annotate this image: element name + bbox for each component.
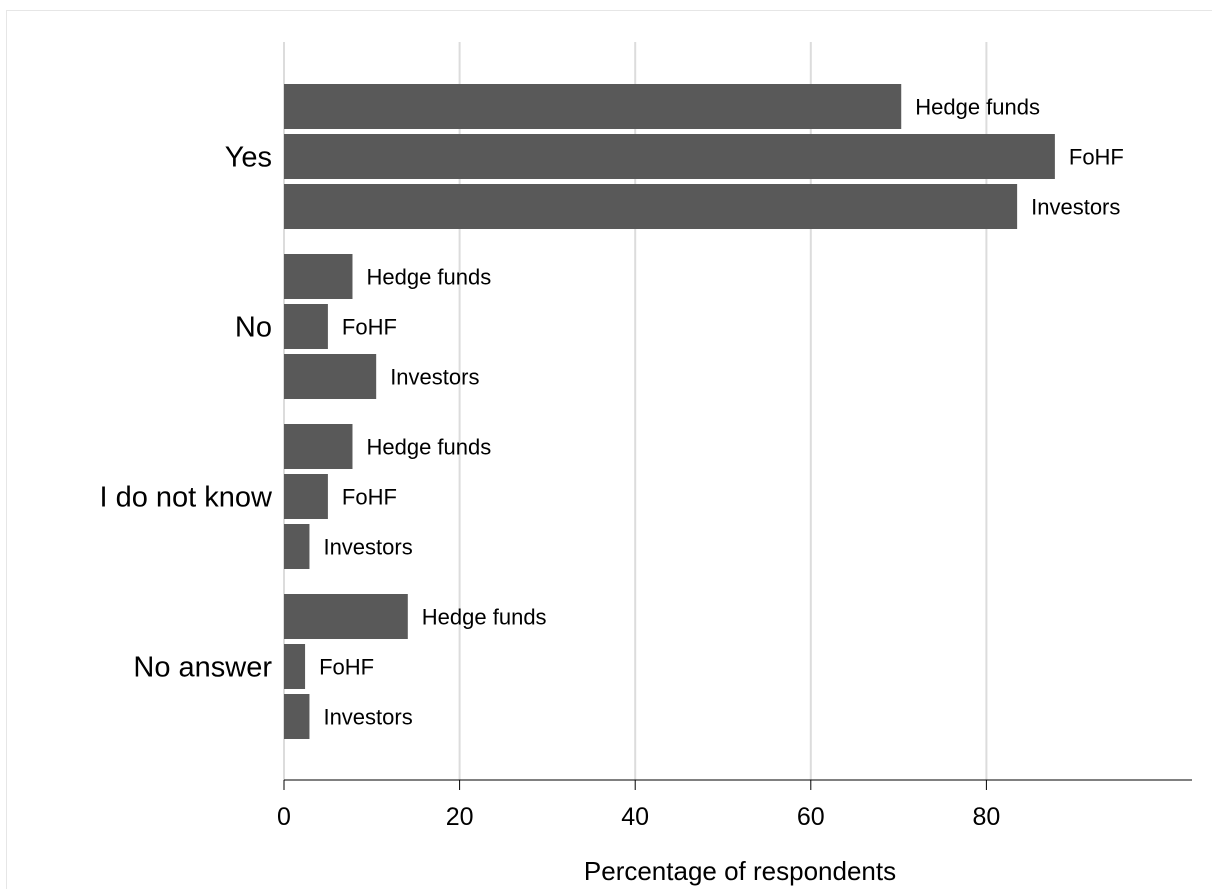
bar-3-0 [284, 594, 408, 639]
bar-label-2-2: Investors [323, 535, 412, 560]
bar-label-3-0: Hedge funds [422, 605, 547, 630]
x-tick-label-0: 0 [277, 803, 291, 831]
bar-label-2-0: Hedge funds [366, 435, 491, 460]
x-axis-title: Percentage of respondents [584, 856, 896, 886]
bars: Hedge funds FoHF Investors Yes Hedge funds Fo… [100, 84, 1124, 739]
x-tick-label-60: 60 [797, 803, 825, 831]
bar-3-2 [284, 694, 310, 739]
bar-label-1-2: Investors [390, 365, 479, 390]
bar-2-1 [284, 474, 328, 519]
bar-0-1 [284, 134, 1055, 179]
bar-label-1-1: FoHF [342, 315, 397, 340]
bar-1-0 [284, 254, 353, 299]
x-tick-label-80: 80 [972, 803, 1000, 831]
bar-label-0-1: FoHF [1069, 145, 1124, 170]
bar-0-2 [284, 184, 1018, 229]
bar-label-0-2: Investors [1031, 195, 1120, 220]
x-axis: 0 20 40 60 80 [277, 779, 1192, 831]
bar-label-2-1: FoHF [342, 485, 397, 510]
bar-1-1 [284, 304, 328, 349]
bar-2-0 [284, 424, 353, 469]
bar-label-3-2: Investors [323, 705, 412, 730]
bar-2-2 [284, 524, 310, 569]
bar-0-0 [284, 84, 902, 129]
category-label-2: I do not know [100, 482, 274, 514]
category-label-3: No answer [133, 652, 272, 684]
x-tick-label-40: 40 [621, 803, 649, 831]
chart-frame [6, 10, 1212, 889]
category-label-0: Yes [225, 142, 272, 174]
bar-label-3-1: FoHF [319, 655, 374, 680]
bar-1-2 [284, 354, 377, 399]
category-label-1: No [235, 312, 272, 344]
bar-label-0-0: Hedge funds [915, 95, 1040, 120]
bar-label-1-0: Hedge funds [366, 265, 491, 290]
x-tick-label-20: 20 [446, 803, 474, 831]
bar-3-1 [284, 644, 306, 689]
